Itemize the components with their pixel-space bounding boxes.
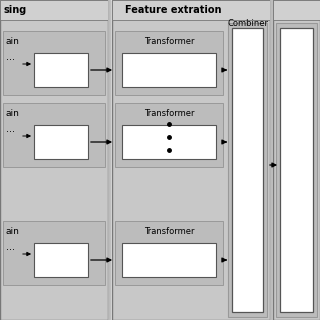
Bar — [276, 23, 317, 317]
Bar — [280, 28, 313, 312]
Text: sing: sing — [4, 5, 27, 15]
Text: ain: ain — [6, 36, 20, 45]
Text: Transformer: Transformer — [144, 108, 194, 117]
Bar — [3, 221, 105, 285]
Bar — [3, 31, 105, 95]
Bar — [115, 31, 223, 95]
Text: ...: ... — [6, 242, 15, 252]
Bar — [115, 221, 223, 285]
Text: Transformer: Transformer — [144, 36, 194, 45]
Bar — [0, 0, 108, 320]
Text: ain: ain — [6, 227, 20, 236]
Bar — [0, 0, 108, 20]
Bar — [122, 53, 216, 87]
Bar — [34, 125, 88, 159]
Text: ...: ... — [6, 124, 15, 134]
Bar — [273, 0, 320, 20]
Bar — [34, 53, 88, 87]
Text: Transformer: Transformer — [144, 227, 194, 236]
Bar — [273, 0, 320, 320]
Bar — [232, 28, 263, 312]
Text: Combiner: Combiner — [227, 20, 268, 28]
Bar — [112, 0, 270, 20]
Bar — [112, 0, 270, 320]
Text: Feature extration: Feature extration — [125, 5, 221, 15]
Bar — [3, 103, 105, 167]
Text: ain: ain — [6, 108, 20, 117]
Bar — [34, 243, 88, 277]
Bar — [115, 103, 223, 167]
Bar — [122, 125, 216, 159]
Text: ...: ... — [6, 52, 15, 62]
Bar — [122, 243, 216, 277]
Bar — [228, 23, 267, 317]
